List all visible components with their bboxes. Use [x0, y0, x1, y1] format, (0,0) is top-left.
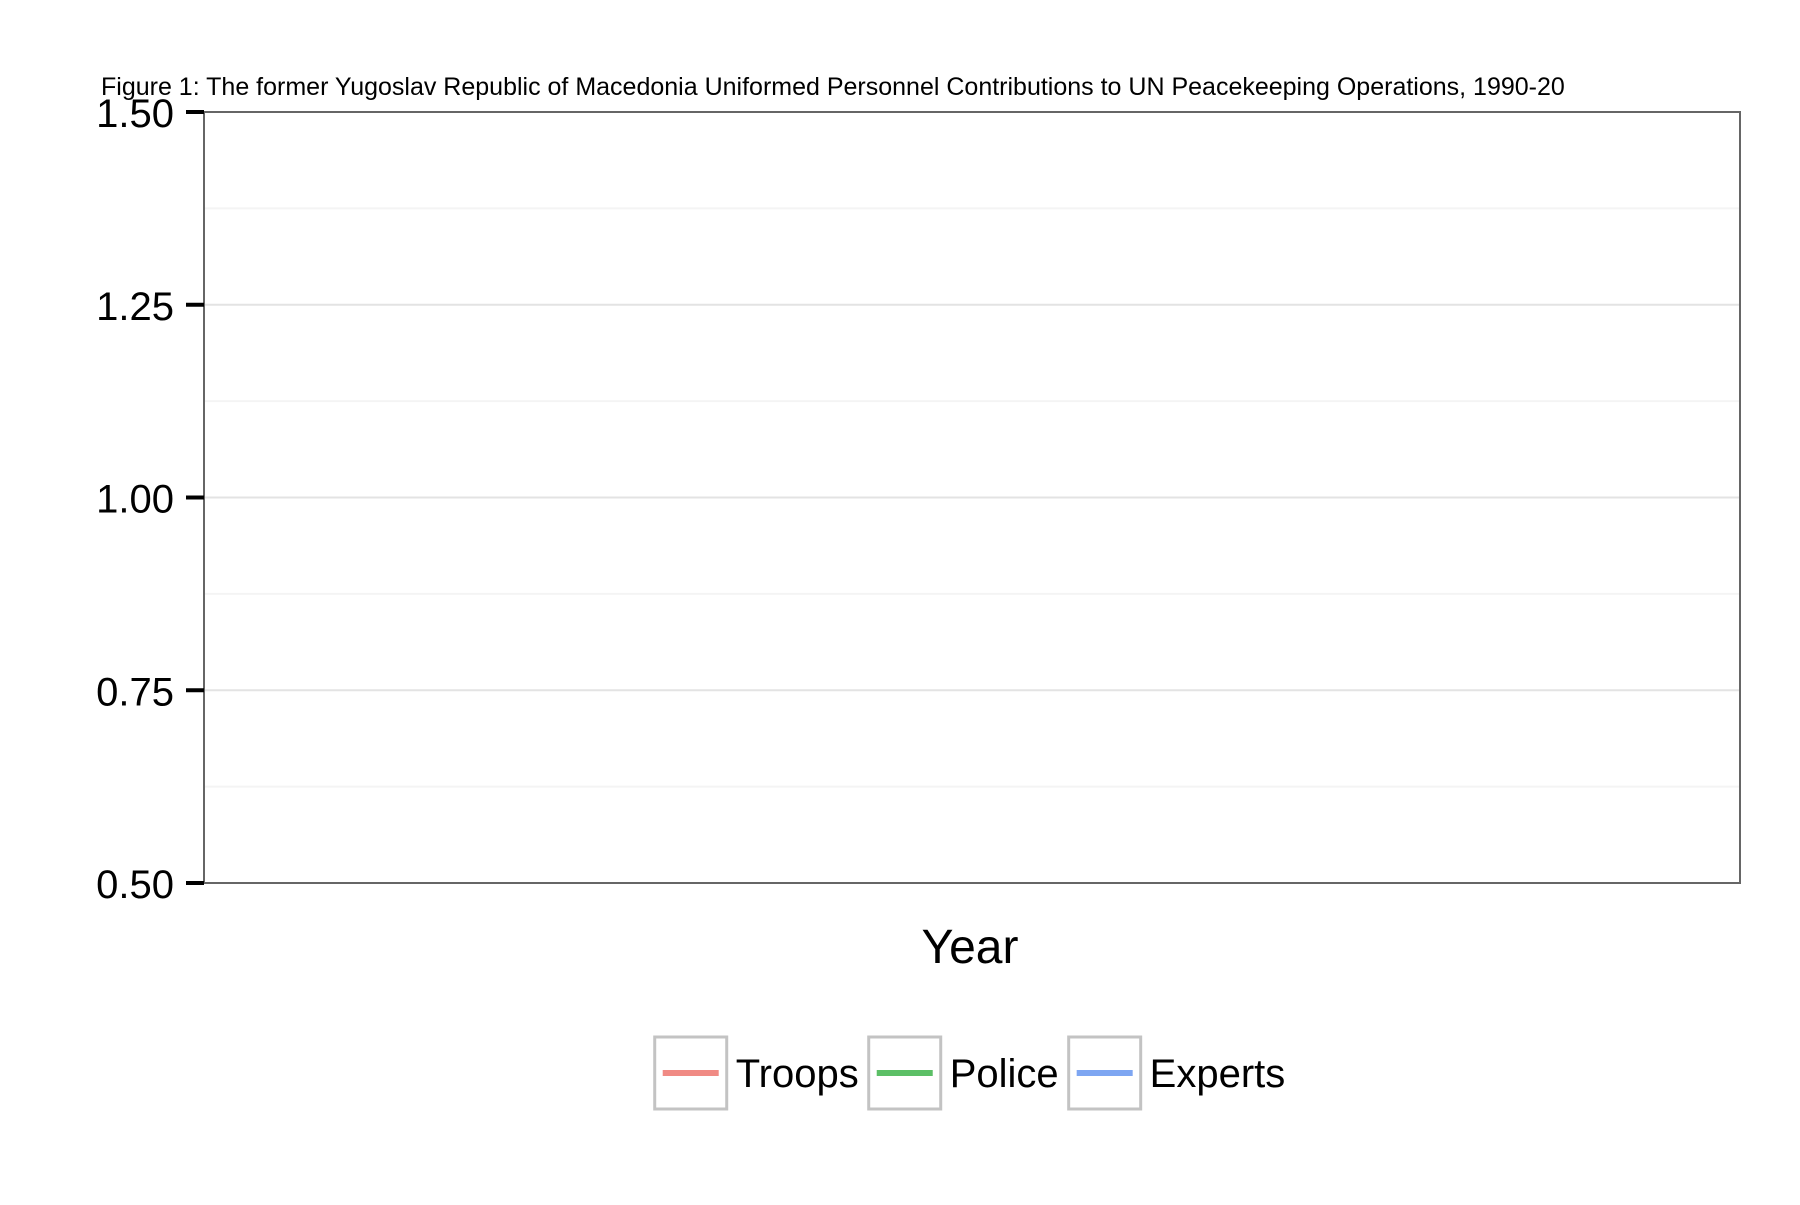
- y-tick-label: 1.00: [96, 478, 174, 522]
- plot-area: 0.50 0.75 1.00 1.25 1.50: [96, 92, 1741, 907]
- y-tick-label: 0.75: [96, 670, 174, 714]
- y-tick-label: 0.50: [96, 863, 174, 907]
- legend-label-police: Police: [950, 1052, 1059, 1096]
- legend: Troops Police Experts: [653, 1035, 1286, 1111]
- y-tick-label: 1.50: [96, 92, 174, 136]
- legend-label-experts: Experts: [1150, 1052, 1286, 1096]
- x-axis-label: Year: [922, 921, 1019, 974]
- chart-title: Figure 1: The former Yugoslav Republic o…: [101, 73, 1565, 101]
- legend-label-troops: Troops: [736, 1052, 859, 1096]
- y-tick-label: 1.25: [96, 285, 174, 329]
